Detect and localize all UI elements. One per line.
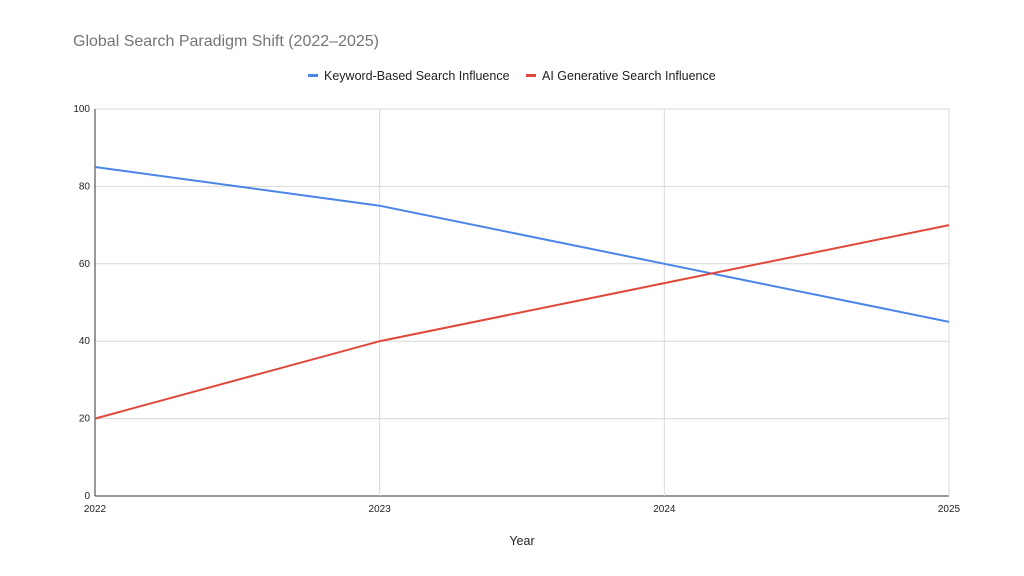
chart-title: Global Search Paradigm Shift (2022–2025): [73, 33, 379, 50]
series-line-2: [94, 224, 950, 420]
y-tick-label: 0: [84, 491, 90, 502]
x-tick-label: 2023: [369, 504, 392, 515]
x-tick-label: 2022: [84, 504, 107, 515]
tick-labels: 0 20 40 60 80 100 2022 2023 2024 2025: [73, 104, 960, 515]
legend-entry: AI Generative Search Influence: [542, 69, 716, 83]
y-tick-label: 100: [73, 104, 90, 115]
y-tick-label: 60: [79, 259, 91, 270]
y-tick-label: 20: [79, 414, 91, 425]
x-tick-label: 2024: [653, 504, 676, 515]
y-tick-label: 40: [79, 336, 91, 347]
gridlines: [94, 108, 950, 497]
x-axis-label: Year: [509, 534, 534, 548]
series-lines: [94, 166, 950, 420]
x-tick-label: 2025: [938, 504, 961, 515]
legend-entry: Keyword-Based Search Influence: [324, 69, 510, 83]
legend-swatch: [308, 74, 318, 77]
legend-swatch: [526, 74, 536, 77]
legend: Keyword-Based Search Influence AI Generat…: [308, 69, 716, 83]
series-line-1: [94, 166, 950, 323]
y-tick-label: 80: [79, 181, 91, 192]
